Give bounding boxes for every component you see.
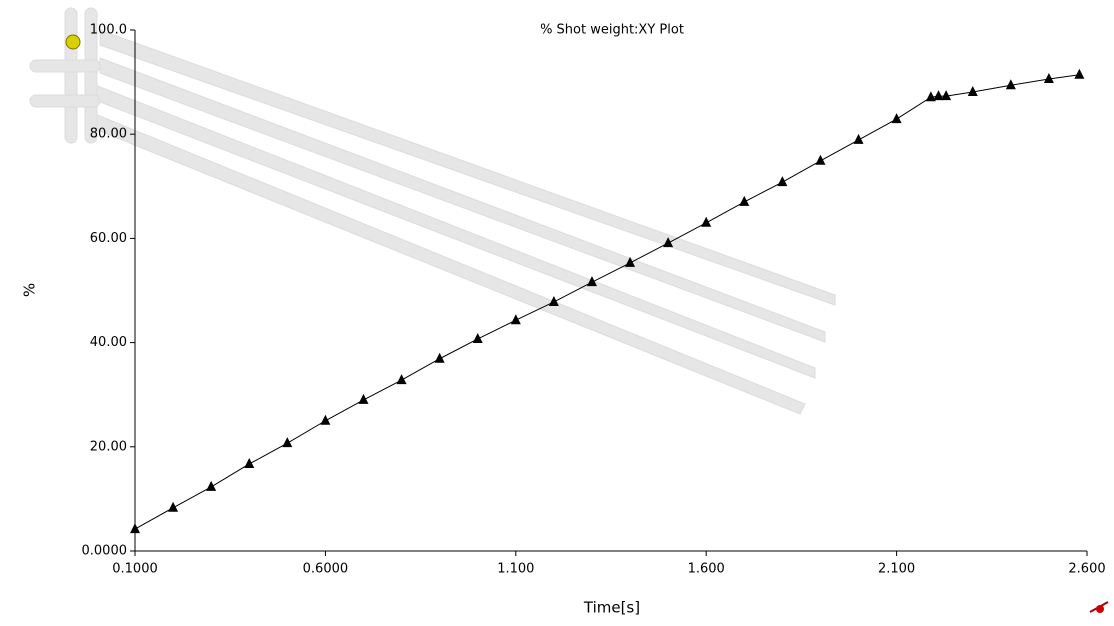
x-tick-label: 2.600 [1068,562,1105,577]
data-point [853,133,864,144]
x-tick-label: 1.100 [497,562,534,577]
data-point [434,352,445,363]
x-axis-label: Time[s] [583,599,640,617]
y-tick-label: 40.00 [90,335,127,350]
y-tick-label: 60.00 [90,231,127,246]
data-point [510,314,521,325]
data-point [663,237,674,248]
data-point [967,85,978,96]
data-point [891,113,902,124]
marker-icon [65,34,81,50]
x-tick-label: 2.100 [878,562,915,577]
data-point [472,332,483,343]
data-point [358,393,369,404]
data-point [206,480,217,491]
data-point [320,414,331,425]
data-point [1043,72,1054,83]
data-point [777,176,788,187]
data-point [925,91,936,102]
data-line [134,74,1080,530]
data-point [815,154,826,165]
data-point [625,256,636,267]
chart-title: % Shot weight:XY Plot [540,23,684,38]
data-point [586,276,597,287]
y-axis-label: % [21,283,39,297]
data-point [941,90,952,101]
y-tick-label: 80.00 [90,127,127,142]
data-point [701,216,712,227]
axis-icon [1089,601,1109,613]
data-point [1005,79,1016,90]
data-point [548,295,559,306]
y-tick-label: 100.0 [90,23,127,38]
data-point [130,523,140,534]
data-point [168,501,179,512]
data-point [933,90,944,101]
x-tick-label: 1.600 [688,562,725,577]
y-tick-label: 20.00 [90,439,127,454]
background-parts [29,7,836,415]
data-point [396,374,407,385]
data-point [244,457,255,468]
data-point [282,437,293,448]
data-point [739,195,750,206]
x-tick-label: 0.1000 [112,562,158,577]
data-point [1074,68,1085,79]
y-tick-label: 0.0000 [82,544,128,559]
x-tick-label: 0.6000 [303,562,349,577]
